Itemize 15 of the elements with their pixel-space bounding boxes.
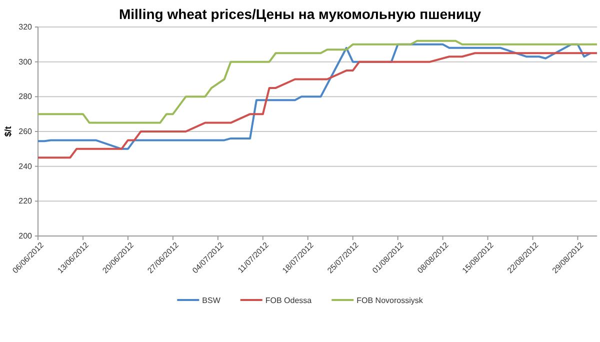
y-tick-label: 240 <box>18 162 33 171</box>
legend-label: BSW <box>202 296 221 305</box>
y-tick-label: 320 <box>18 22 33 32</box>
legend-label: FOB Novorossiysk <box>356 296 424 305</box>
line-series <box>37 43 592 150</box>
y-tick-label: 200 <box>18 232 33 241</box>
legend-label: FOB Odessa <box>265 296 312 305</box>
y-tick-label: 300 <box>18 57 33 66</box>
y-axis-title: $/t <box>3 126 13 137</box>
y-tick-label: 220 <box>18 196 33 206</box>
line-series <box>37 40 598 124</box>
line-series <box>37 52 598 159</box>
y-tick-label: 280 <box>18 92 33 102</box>
chart-title: Milling wheat prices/Цены на мукомольную пшеницу <box>118 6 482 22</box>
y-tick-label: 260 <box>18 127 33 136</box>
